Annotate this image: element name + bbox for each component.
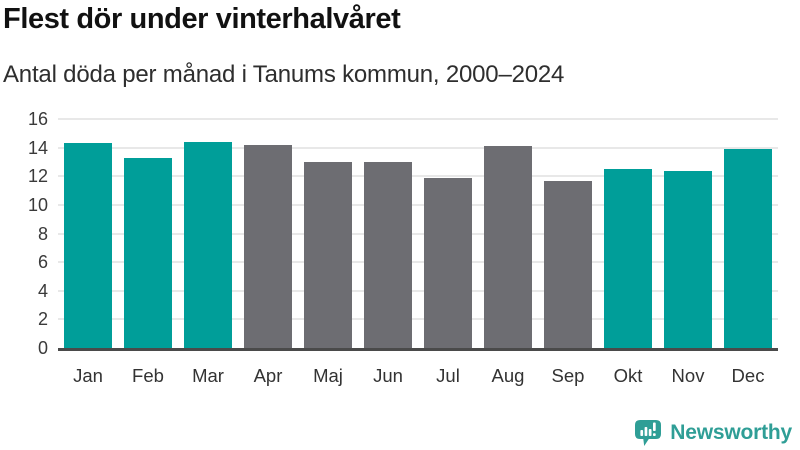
bar-sep: [544, 180, 592, 348]
bar-apr: [244, 144, 292, 348]
x-tick-aug: Aug: [491, 365, 525, 386]
y-tick-0: 0: [37, 338, 48, 358]
x-tick-maj: Maj: [313, 365, 343, 386]
bar-feb: [124, 157, 172, 348]
x-tick-nov: Nov: [671, 365, 705, 386]
bar-okt: [604, 169, 652, 348]
gridline-10: [58, 203, 778, 206]
gridline-4: [58, 289, 778, 292]
bar-maj: [304, 161, 352, 348]
y-tick-12: 12: [27, 166, 48, 187]
x-tick-jun: Jun: [373, 365, 403, 386]
y-tick-10: 10: [27, 194, 48, 215]
y-tick-4: 4: [37, 280, 48, 301]
bar-mar: [184, 141, 232, 348]
x-tick-mar: Mar: [192, 365, 224, 386]
y-tick-2: 2: [37, 309, 48, 330]
gridline-16: [58, 118, 778, 120]
brand-footer: Newsworthy: [633, 417, 792, 448]
bar-jun: [364, 161, 412, 348]
x-axis-line: [58, 348, 778, 351]
newsworthy-wordmark: Newsworthy: [670, 420, 792, 444]
x-tick-apr: Apr: [253, 365, 283, 386]
y-tick-14: 14: [27, 137, 48, 158]
bar-aug: [484, 146, 532, 348]
x-tick-jan: Jan: [73, 365, 103, 386]
gridline-8: [58, 232, 778, 235]
x-tick-sep: Sep: [551, 365, 585, 386]
x-tick-jul: Jul: [436, 365, 460, 386]
x-tick-feb: Feb: [132, 365, 164, 386]
gridline-6: [58, 261, 778, 264]
gridline-14: [58, 146, 778, 149]
plot-area: [58, 118, 778, 348]
y-tick-8: 8: [37, 223, 48, 244]
bar-jan: [64, 143, 112, 348]
bar-nov: [664, 170, 712, 348]
gridline-12: [58, 175, 778, 178]
newsworthy-logo-icon: [635, 420, 662, 446]
y-tick-6: 6: [37, 252, 48, 273]
bar-jul: [424, 177, 472, 348]
chart-subtitle: Antal döda per månad i Tanums kommun, 20…: [3, 61, 565, 88]
x-tick-okt: Okt: [613, 365, 643, 386]
y-tick-16: 16: [27, 109, 48, 129]
chart-title: Flest dör under vinterhalvåret: [3, 3, 401, 35]
bar-dec: [724, 149, 772, 348]
x-tick-dec: Dec: [731, 365, 765, 386]
gridline-2: [58, 318, 778, 321]
